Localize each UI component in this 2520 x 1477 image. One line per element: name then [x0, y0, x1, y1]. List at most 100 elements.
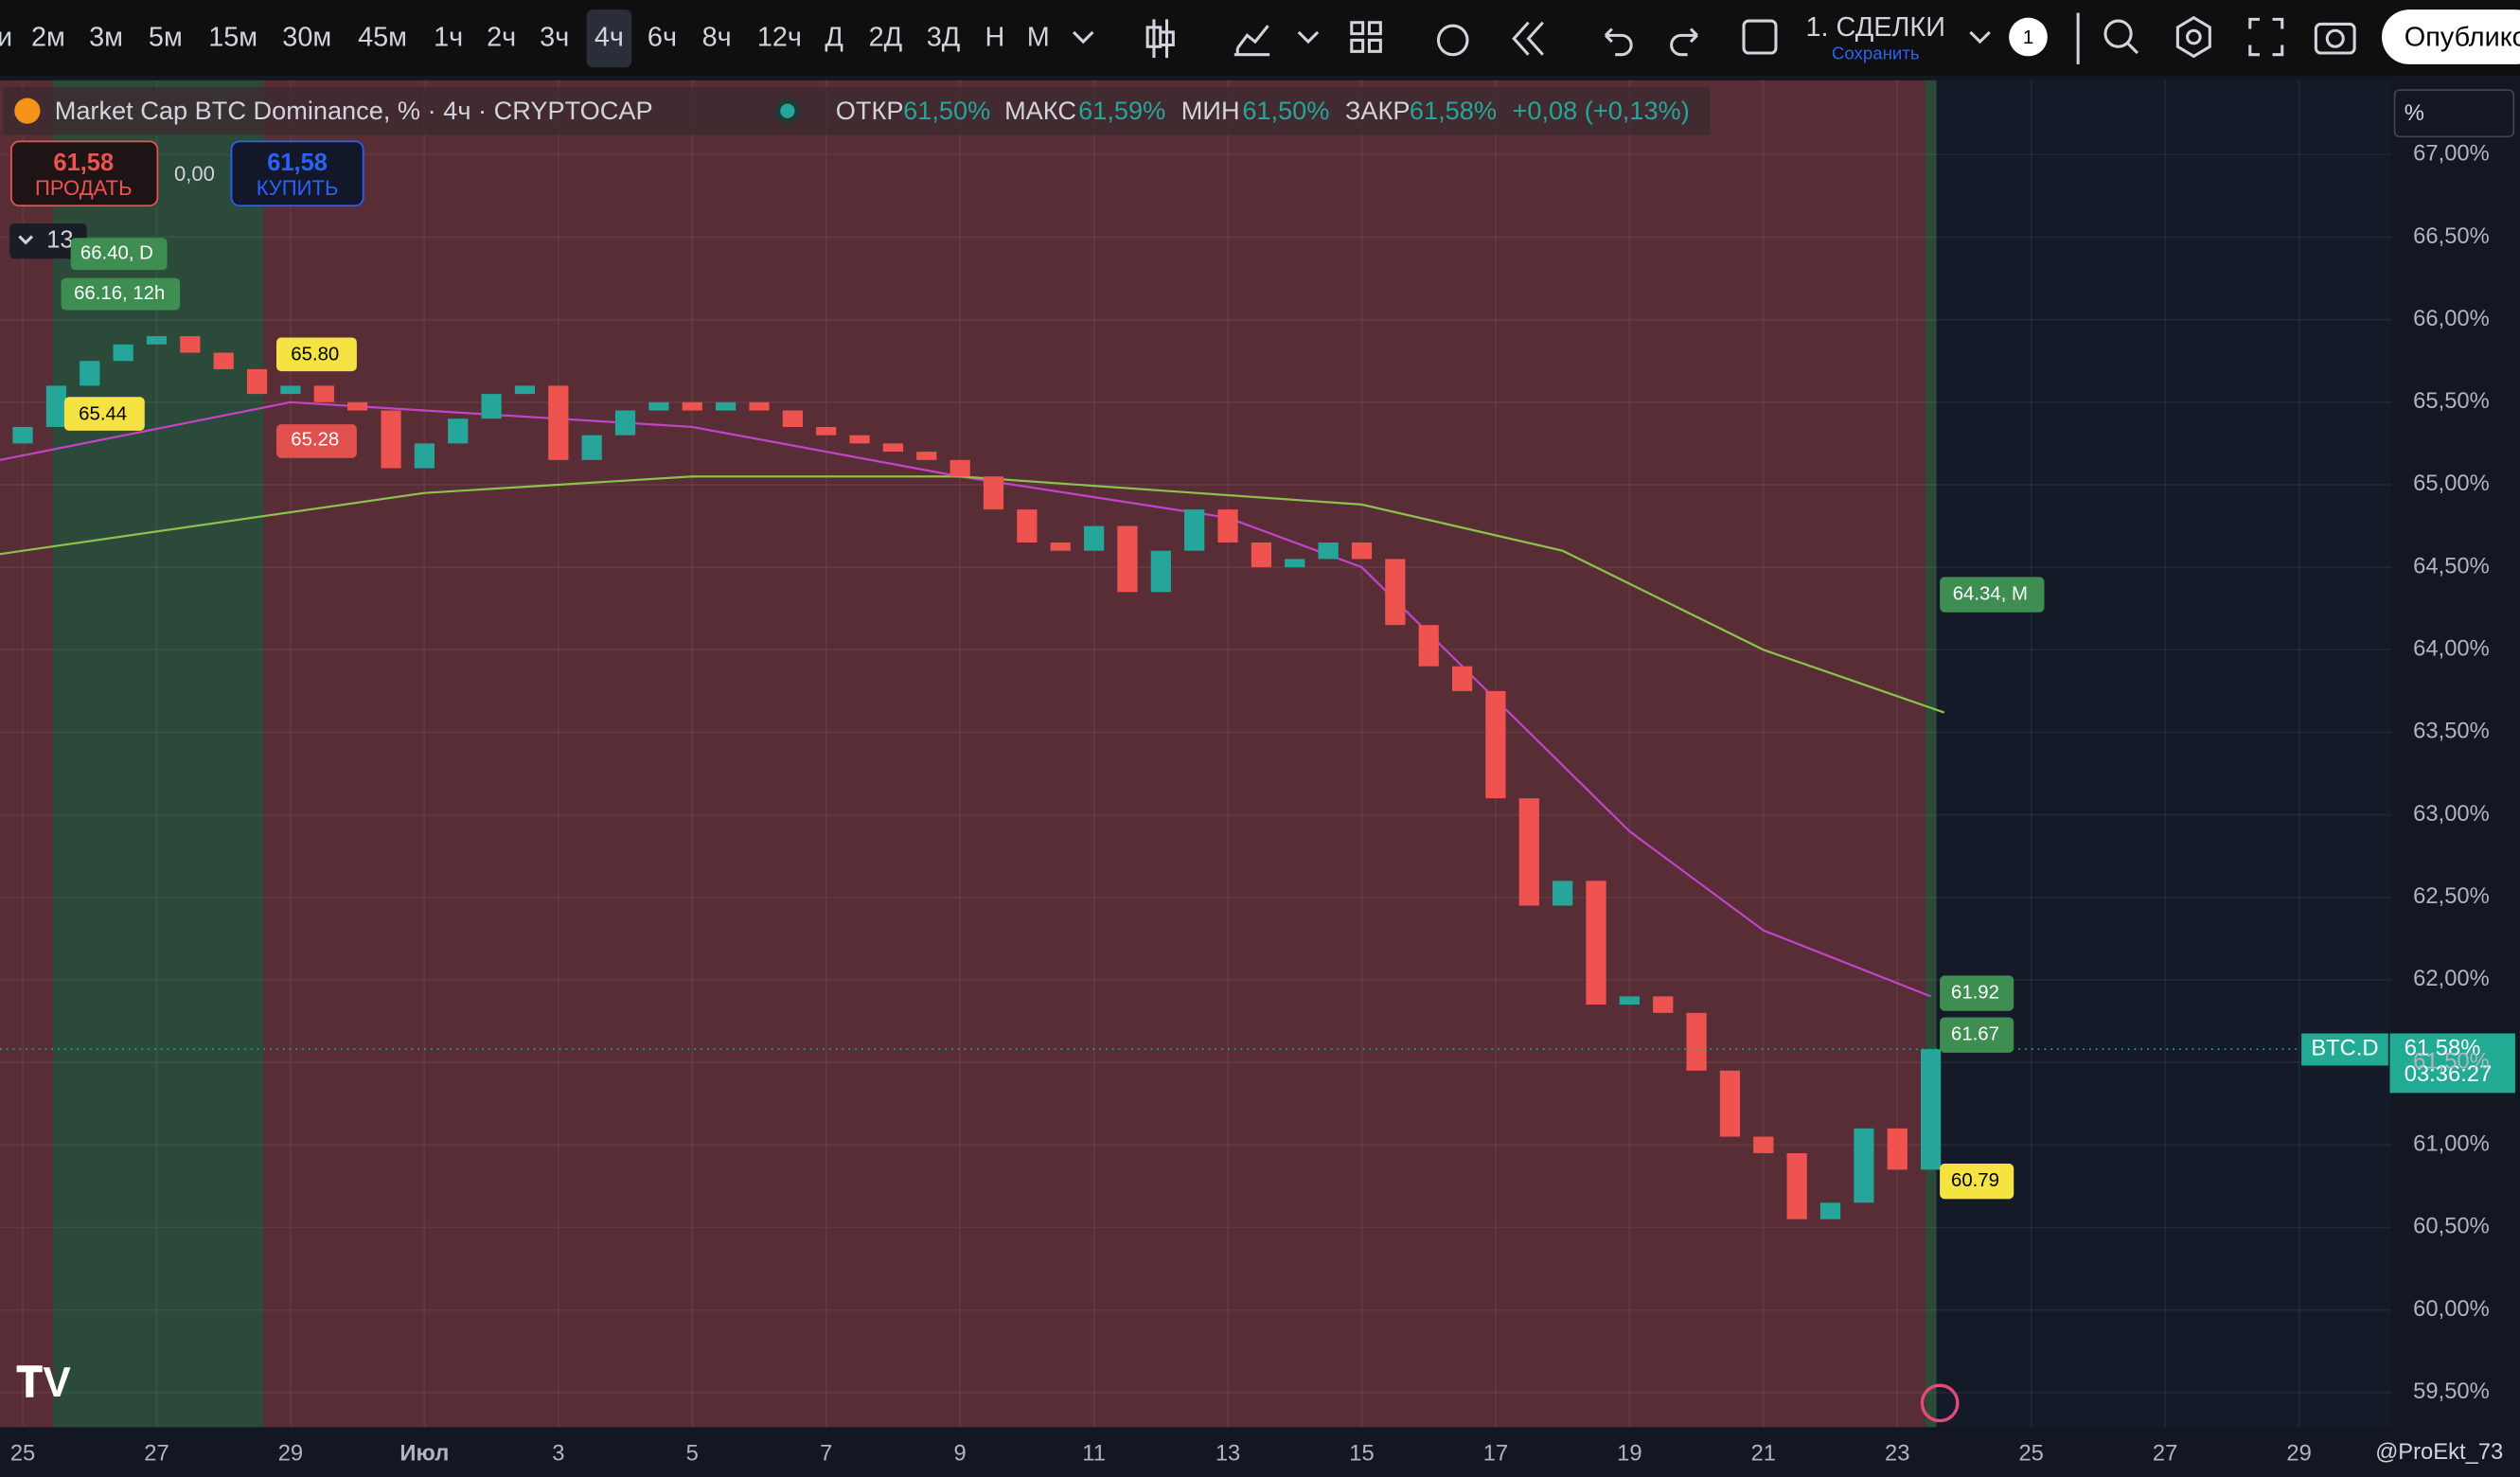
- indicator-toggle[interactable]: [9, 222, 87, 259]
- active-interval: [586, 9, 632, 68]
- candle-body: [1619, 996, 1640, 1005]
- interval[interactable]: 1ч: [434, 22, 463, 52]
- candle-body: [949, 459, 970, 477]
- interval[interactable]: Д: [825, 22, 843, 52]
- candle-body: [313, 385, 334, 402]
- chevron: [18, 235, 34, 245]
- price-scale: % BTC.D 61,58% 03:36:27: [2301, 89, 2515, 1094]
- unit[interactable]: %: [2405, 100, 2424, 126]
- red-zone: [0, 80, 1925, 1428]
- tag-bg: [1940, 975, 2014, 1011]
- green-zone: [1925, 80, 1937, 1428]
- sell-label[interactable]: ПРОДАТЬ: [35, 176, 133, 200]
- open-label: ОТКР: [836, 96, 904, 125]
- candle-body: [1854, 1128, 1874, 1203]
- candle-body: [146, 336, 168, 345]
- alert-icon[interactable]: [1436, 24, 1469, 57]
- interval[interactable]: 2Д: [869, 22, 903, 52]
- sell-price[interactable]: 61,58: [53, 150, 114, 176]
- replay-icon[interactable]: [1512, 21, 1544, 56]
- interval[interactable]: 8ч: [702, 22, 732, 52]
- candle-body: [1385, 559, 1406, 626]
- interval[interactable]: 5м: [149, 22, 183, 52]
- candle-body: [1318, 542, 1339, 560]
- publish-label[interactable]: Опублико: [2405, 22, 2520, 52]
- layout-name[interactable]: 1. СДЕЛКИ: [1805, 12, 1945, 43]
- candle-body: [1117, 525, 1138, 593]
- candle-body: [80, 361, 100, 386]
- y-tick-label: 64,00%: [2413, 636, 2490, 662]
- candle-body: [246, 368, 268, 395]
- indicators-icon[interactable]: [1233, 25, 1270, 57]
- interval[interactable]: М: [1027, 22, 1050, 52]
- settings-icon[interactable]: [2175, 15, 2211, 59]
- candle-body: [716, 401, 736, 411]
- interval[interactable]: 15м: [208, 22, 257, 52]
- buy-button[interactable]: [230, 140, 364, 207]
- x-tick-label: 7: [820, 1441, 832, 1467]
- interval[interactable]: Н: [985, 22, 1004, 52]
- footer: 𝐓V @ProEkt_73: [16, 1360, 2503, 1465]
- legend: Market Cap BTC Dominance, % · 4ч · CRYPT…: [3, 86, 1711, 135]
- buy-label[interactable]: КУПИТЬ: [257, 176, 339, 200]
- redo-icon[interactable]: [1670, 27, 1698, 57]
- moving-average: [0, 475, 1945, 714]
- tag-bg: [61, 277, 181, 311]
- interval[interactable]: 6ч: [648, 22, 677, 52]
- countdown: 03:36:27: [2405, 1061, 2492, 1087]
- interval[interactable]: 3ч: [540, 22, 569, 52]
- candle-body: [1351, 542, 1373, 560]
- save-label[interactable]: Сохранить: [1832, 44, 1920, 63]
- user: @ProEkt_73: [2375, 1439, 2503, 1465]
- lightning-icon[interactable]: [1920, 1383, 1960, 1423]
- sell-button[interactable]: [10, 140, 159, 207]
- tag: 61.92: [1951, 982, 1999, 1003]
- x-tick-label: 17: [1483, 1441, 1508, 1467]
- candle-body: [1586, 881, 1606, 1005]
- candle-body: [1050, 542, 1071, 551]
- dropdown-icon[interactable]: [1072, 30, 1094, 44]
- dropdown-icon[interactable]: [1969, 30, 1991, 44]
- screenshot-icon[interactable]: [2314, 22, 2356, 55]
- last-price: 61,58%: [2405, 1036, 2481, 1061]
- interval[interactable]: и: [0, 22, 12, 52]
- candle-body: [481, 394, 502, 419]
- search-icon[interactable]: [2103, 19, 2133, 48]
- layout-icon[interactable]: [1350, 21, 1382, 53]
- tag: 64.34, M: [1953, 583, 2028, 604]
- undo-icon[interactable]: [1604, 27, 1633, 57]
- interval[interactable]: 12ч: [757, 22, 802, 52]
- x-tick-label: 29: [2286, 1441, 2311, 1467]
- y-tick-label: 67,00%: [2413, 141, 2490, 167]
- interval[interactable]: 45м: [358, 22, 407, 52]
- publish-button[interactable]: [2382, 9, 2520, 64]
- buy-price[interactable]: 61,58: [267, 150, 328, 176]
- tag: 60.79: [1951, 1170, 1999, 1191]
- tv-logo: 𝐓V: [16, 1360, 71, 1406]
- unit-box[interactable]: [2393, 89, 2515, 138]
- candle-body: [682, 401, 702, 411]
- interval[interactable]: 3м: [89, 22, 123, 52]
- candle-body: [1753, 1136, 1774, 1153]
- candle-body: [983, 476, 1004, 510]
- x-tick-label: 5: [686, 1441, 699, 1467]
- y-tick-label: 60,00%: [2413, 1296, 2490, 1322]
- interval[interactable]: 3Д: [927, 22, 961, 52]
- candle-body: [280, 385, 301, 395]
- y-tick-label: 61,00%: [2413, 1131, 2490, 1157]
- interval[interactable]: 2м: [31, 22, 65, 52]
- legend-title: Market Cap BTC Dominance, % · 4ч · CRYPT…: [55, 96, 653, 125]
- interval[interactable]: 4ч: [595, 22, 624, 52]
- indicator-count[interactable]: 13: [46, 226, 73, 253]
- x-tick-label: 27: [144, 1441, 169, 1467]
- fill-icon[interactable]: [1742, 19, 1778, 55]
- candle-body: [782, 410, 803, 427]
- fullscreen-icon[interactable]: [2248, 17, 2284, 57]
- grid: [0, 80, 2392, 1428]
- dropdown-icon[interactable]: [1297, 30, 1320, 44]
- interval[interactable]: 30м: [282, 22, 331, 52]
- interval[interactable]: 2ч: [487, 22, 516, 52]
- x-tick-label: 23: [1885, 1441, 1909, 1467]
- candle-body: [1451, 666, 1473, 691]
- chart-type-icon[interactable]: [1145, 19, 1175, 59]
